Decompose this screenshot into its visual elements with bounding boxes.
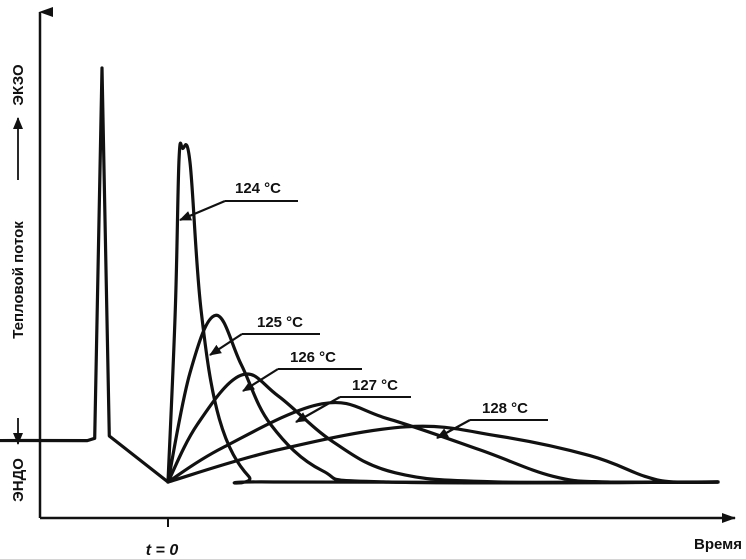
annotation-arrow-4 — [295, 396, 341, 423]
series-line-127C — [166, 401, 720, 485]
annotation-arrow-3 — [242, 368, 279, 392]
annotation-label-2: 125 °C — [257, 314, 303, 331]
y-label-exo: ЭКЗО — [10, 64, 27, 106]
y-axis-label: ЭНДО Тепловой поток ЭКЗО — [10, 64, 27, 502]
pre-start-trace — [0, 66, 169, 484]
annotation-arrow-2 — [209, 333, 243, 356]
annotations: 124 °C 125 °C 126 °C 127 °C 128 °C — [179, 180, 548, 439]
annotation-label-5: 128 °C — [482, 400, 528, 417]
series-line-126C — [166, 372, 720, 485]
y-label-endo: ЭНДО — [10, 458, 27, 502]
annotation-arrow-5 — [436, 419, 471, 439]
curves — [0, 66, 720, 485]
y-label-heat-flow: Тепловой поток — [10, 221, 27, 339]
annotation-label-3: 126 °C — [290, 349, 336, 366]
x-axis-label: Время — [694, 536, 742, 553]
annotation-label-1: 124 °C — [235, 180, 281, 197]
series-line-124C — [166, 141, 720, 485]
annotation-arrow-1 — [179, 199, 226, 222]
series-line-128C — [166, 424, 720, 485]
x-tick-label: t = 0 — [146, 542, 179, 559]
annotation-label-4: 127 °C — [352, 377, 398, 394]
